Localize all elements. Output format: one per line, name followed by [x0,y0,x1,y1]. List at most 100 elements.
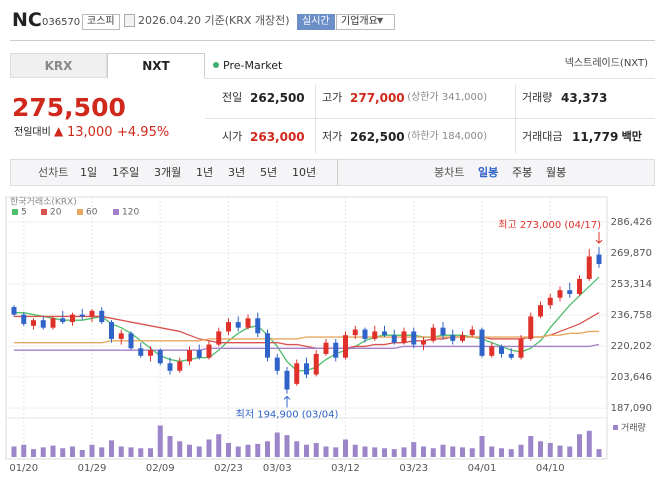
candle-body [469,329,475,336]
candle-body [70,314,75,323]
candle-period-button[interactable]: 일봉 [478,166,499,179]
y-tick-label: 203,646 [611,372,652,383]
source-label: 한국거래소(KRX) [10,197,77,208]
volume-bar [70,446,75,457]
stat-value: 263,000 [250,130,305,144]
x-tick-label: 02/23 [214,463,243,474]
candle-body [50,318,56,328]
stock-code: 036570 [42,17,81,28]
tab[interactable]: NXT [142,59,170,73]
volume-bar [362,446,368,457]
period-button[interactable]: 3개월 [154,166,182,179]
legend-label: 60 [86,208,98,218]
change-label: 전일대비 [14,127,51,138]
tab[interactable]: KRX [44,59,73,73]
realtime-badge[interactable]: 실시간 [297,14,335,30]
period-button[interactable]: 1일 [80,166,98,179]
toolbar-item[interactable]: 선차트 [38,166,69,179]
divider [205,78,655,79]
volume-bar [109,440,114,457]
stat-label: 전일 [222,91,243,104]
candle-body [421,340,426,345]
period-button[interactable]: 5년 [260,166,278,179]
candle-body [265,333,270,358]
candle-body [352,329,358,336]
divider [10,40,655,41]
volume-bar [479,436,485,457]
x-tick-label: 01/29 [78,463,107,474]
x-tick-label: 04/01 [468,463,497,474]
legend-swatch [113,209,119,215]
y-tick-label: 187,090 [611,403,652,414]
toolbar-item[interactable]: 봉차트 [434,166,465,179]
volume-bar [99,447,105,457]
period-button[interactable]: 3년 [228,166,246,179]
change-value: 13,000 [67,125,113,140]
x-tick-label: 03/03 [263,463,292,474]
stat-value: 262,500 [250,91,305,105]
candle-body [538,305,543,317]
x-tick-label: 03/23 [399,463,428,474]
candle-body [255,318,261,334]
candle-body [284,370,290,390]
candle-period-button[interactable]: 주봉 [512,166,533,179]
volume-bar [460,447,465,457]
calendar-icon [124,14,135,27]
divider [515,84,516,154]
candle-body [401,331,407,343]
volume-bar [148,448,153,457]
candle-body [313,353,319,375]
change-pct: +4.95% [117,125,170,140]
volume-bar [518,444,524,457]
stat-value: 262,500 [350,130,405,144]
company-button[interactable]: 기업개요 [336,14,395,30]
stat-label: 시가 [222,130,243,143]
candle-body [21,314,27,324]
session-label: Pre-Market [223,59,283,72]
candle-period-button[interactable]: 월봉 [546,166,567,179]
volume-bar [391,449,397,457]
volume-bar [128,447,134,457]
candle-body [109,322,114,339]
volume-bar [196,446,202,457]
volume-bar [265,441,270,457]
candle-body [89,310,95,317]
x-tick-label: 02/09 [146,463,175,474]
candle-body [157,350,163,364]
stat-value: 277,000 [350,91,405,105]
candle-body [235,322,241,328]
candle-body [274,357,280,371]
candle-body [440,327,446,336]
candle-body [128,333,134,349]
volume-bar [235,446,241,457]
volume-bar [586,430,592,457]
candle-body [567,290,573,294]
period-button[interactable]: 1주일 [112,166,140,179]
candle-body [430,327,436,341]
volume-bar [401,447,407,457]
candle-body [99,310,105,323]
candle-body [382,331,387,336]
period-button[interactable]: 10년 [292,166,317,179]
candle-body [304,363,309,375]
volume-bar [567,446,573,457]
candle-body [31,320,36,326]
divider [337,159,338,186]
candle-body [333,342,339,358]
period-button[interactable]: 1년 [196,166,214,179]
low-arrow [283,395,291,408]
stat-value: 43,373 [561,91,608,105]
dropdown-arrow: ▼ [377,16,384,25]
volume-bar [284,435,290,457]
stat-label: 거래량 [522,91,553,104]
volume-bar [596,449,602,457]
candle-body [187,350,192,362]
volume-bar [382,448,387,457]
legend-swatch [77,209,83,215]
volume-bar [440,444,446,457]
stock-name: NC [12,9,42,31]
stat-label: 고가 [322,91,343,104]
x-tick-label: 04/10 [536,463,565,474]
plot-frame [5,196,608,460]
divider [205,118,655,119]
